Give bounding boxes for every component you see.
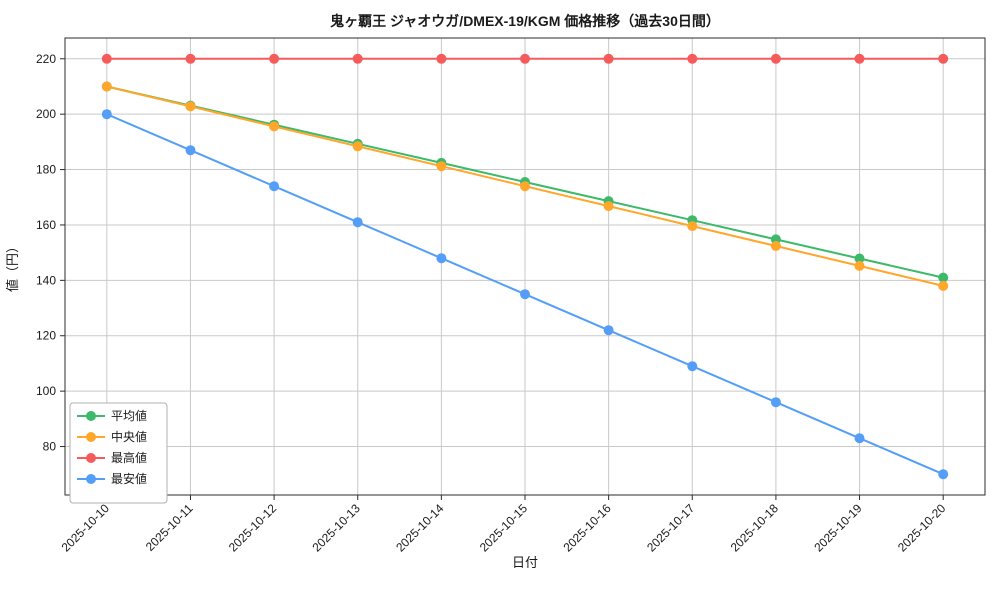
data-point-marker: [101, 81, 112, 92]
data-point-marker: [352, 217, 363, 228]
grid-layer: [65, 38, 985, 495]
x-tick-label: 2025-10-18: [728, 501, 782, 555]
y-tick-label: 180: [36, 163, 56, 177]
y-tick-label: 100: [36, 384, 56, 398]
legend-item: 最安値: [77, 471, 147, 486]
x-tick-label: 2025-10-12: [226, 501, 280, 555]
axes-layer: 80 100 120 140 160 180 200 220 2025-10-10 2025-10…: [36, 37, 986, 555]
data-point-marker: [770, 53, 781, 64]
legend-item: 最高値: [77, 450, 147, 465]
x-tick-label: 2025-10-13: [310, 501, 364, 555]
data-point-marker: [687, 221, 698, 232]
legend-label: 平均値: [111, 408, 147, 423]
y-axis-label: 値（円）: [5, 240, 20, 292]
data-point-marker: [185, 53, 196, 64]
data-point-marker: [101, 109, 112, 120]
y-tick-label: 80: [43, 440, 57, 454]
legend-marker: [86, 432, 96, 442]
data-point-marker: [520, 289, 530, 300]
data-point-marker: [436, 253, 447, 264]
x-tick-label: 2025-10-11: [143, 501, 196, 554]
x-tick-label: 2025-10-20: [895, 501, 949, 555]
data-point-marker: [854, 260, 865, 271]
y-tick-label: 200: [36, 107, 56, 121]
series-layer: [101, 53, 949, 480]
legend-marker: [86, 453, 96, 463]
x-tick-label: 2025-10-14: [393, 501, 447, 555]
plot-border: [64, 37, 986, 496]
data-point-marker: [603, 53, 614, 64]
x-tick-label: 2025-10-16: [560, 501, 614, 555]
data-point-marker: [938, 280, 949, 291]
legend-label: 最安値: [111, 471, 147, 486]
data-point-marker: [938, 272, 949, 283]
x-axis-label: 日付: [512, 555, 538, 570]
data-point-marker: [436, 161, 447, 172]
data-point-marker: [185, 145, 196, 156]
y-tick-label: 140: [36, 273, 56, 287]
data-point-marker: [854, 53, 865, 64]
y-tick-label: 120: [36, 329, 56, 343]
data-point-marker: [603, 201, 614, 212]
data-point-marker: [520, 181, 530, 192]
y-tick-label: 160: [36, 218, 56, 232]
data-point-marker: [269, 53, 280, 64]
data-point-marker: [938, 53, 949, 64]
chart-title: 鬼ヶ覇王 ジャオウガ/DMEX-19/KGM 価格推移（過去30日間）: [330, 13, 720, 29]
data-point-marker: [938, 469, 949, 480]
legend-item: 中央値: [77, 429, 147, 444]
legend-item: 平均値: [77, 408, 147, 423]
data-point-marker: [770, 241, 781, 251]
x-tick-label: 2025-10-10: [59, 501, 113, 555]
x-tick-label: 2025-10-19: [811, 501, 865, 555]
data-point-marker: [770, 397, 781, 408]
x-tick-label: 2025-10-15: [477, 501, 531, 555]
x-tick-label: 2025-10-17: [644, 501, 698, 555]
legend-marker: [86, 474, 96, 484]
data-point-marker: [436, 53, 447, 64]
data-point-marker: [687, 53, 698, 64]
data-point-marker: [520, 53, 530, 64]
data-point-marker: [269, 181, 280, 192]
data-point-marker: [603, 325, 614, 336]
data-point-marker: [101, 53, 112, 64]
data-point-marker: [352, 53, 363, 64]
data-point-marker: [854, 253, 865, 264]
data-point-marker: [185, 101, 196, 112]
data-point-marker: [352, 141, 363, 152]
legend-marker: [86, 411, 96, 421]
data-point-marker: [269, 121, 280, 132]
legend-label: 中央値: [111, 429, 147, 444]
data-point-marker: [854, 433, 865, 444]
data-point-marker: [687, 361, 698, 372]
y-tick-label: 220: [36, 52, 56, 66]
legend-label: 最高値: [111, 450, 147, 465]
